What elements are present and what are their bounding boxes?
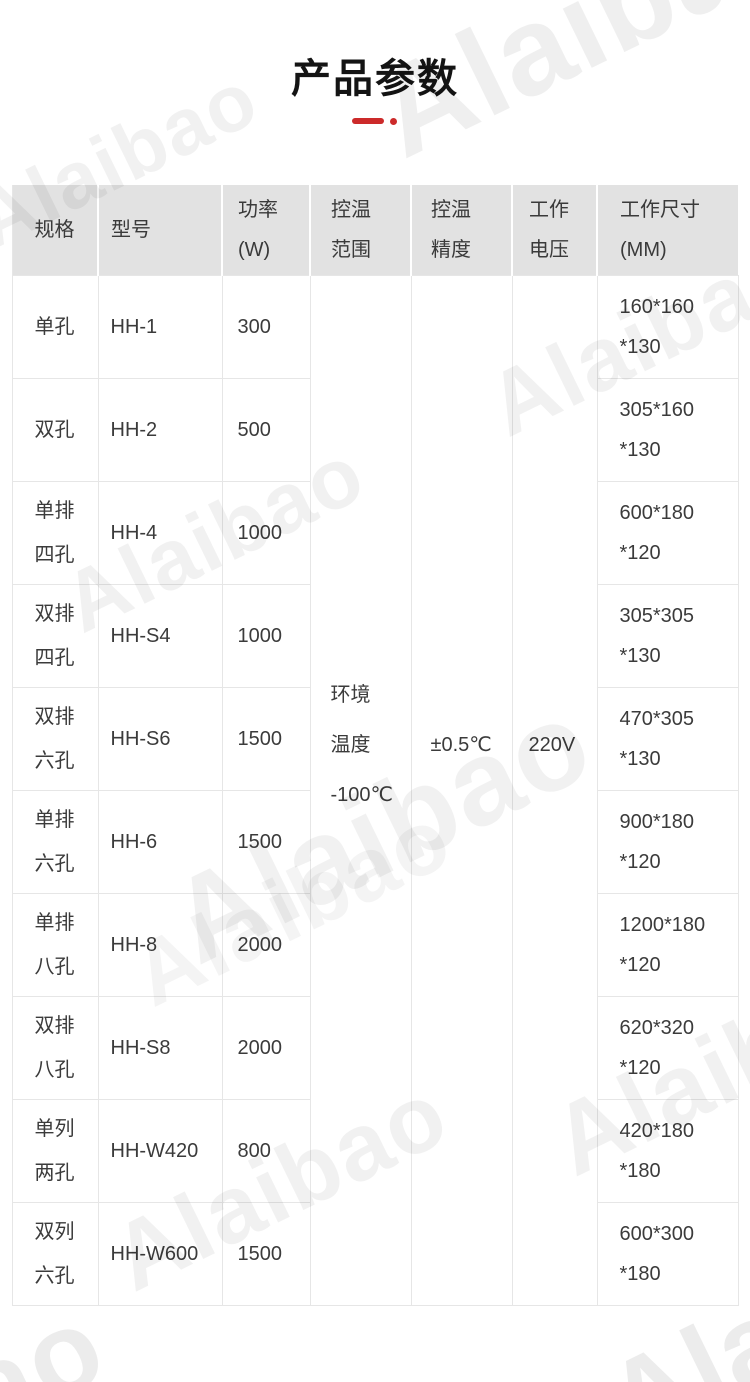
- spec-cell: 单排 六孔: [11, 790, 99, 894]
- spec-cell: 单孔: [11, 275, 99, 379]
- spec-cell: 双孔: [11, 378, 99, 482]
- spec-cell: 双排 六孔: [11, 687, 99, 791]
- col-header-temp-range: 控温 范围: [309, 185, 411, 276]
- dims-cell: 600*300 *180: [596, 1202, 739, 1306]
- power-cell: 300: [221, 275, 311, 379]
- dims-cell: 600*180 *120: [596, 481, 739, 585]
- spec-cell: 双列 六孔: [11, 1202, 99, 1306]
- table-row: 单排 四孔 HH-4 1000 600*180 *120: [11, 481, 739, 585]
- power-cell: 1500: [221, 687, 311, 791]
- col-header-dimensions: 工作尺寸 (MM): [596, 185, 738, 276]
- dims-cell: 305*305 *130: [596, 584, 739, 688]
- model-cell: HH-6: [97, 790, 223, 894]
- table-row: 双排 八孔 HH-S8 2000 620*320 *120: [11, 996, 739, 1100]
- power-cell: 1500: [221, 790, 311, 894]
- col-header-precision: 控温 精度: [410, 185, 512, 276]
- red-dot-decoration: [390, 117, 397, 125]
- power-cell: 500: [221, 378, 311, 482]
- dims-cell: 620*320 *120: [596, 996, 739, 1100]
- red-dash-decoration: [352, 118, 384, 124]
- model-cell: HH-S4: [97, 584, 223, 688]
- spec-cell: 单排 四孔: [11, 481, 99, 585]
- page-title: 产品参数: [291, 57, 459, 101]
- col-header-spec: 规格: [11, 185, 98, 276]
- spec-cell: 单列 两孔: [11, 1099, 99, 1203]
- table-row: 双排 六孔 HH-S6 1500 470*305 *130: [11, 687, 739, 791]
- precision-merged-cell: ±0.5℃: [410, 275, 513, 1306]
- precision-value: ±0.5℃: [430, 733, 492, 756]
- table-row: 单孔 HH-1 300 环境 温度 -100℃ ±0.5℃ 220V 160*1…: [11, 275, 739, 1306]
- power-cell: 800: [221, 1099, 311, 1203]
- model-cell: HH-8: [97, 893, 223, 997]
- title-underline-decoration: [352, 117, 398, 125]
- dims-cell: 160*160 *130: [596, 275, 739, 379]
- power-cell: 1000: [221, 584, 311, 688]
- temp-range-merged-cell: 环境 温度 -100℃: [309, 275, 412, 1306]
- power-cell: 2000: [221, 996, 311, 1100]
- table-row: 双列 六孔 HH-W600 1500 600*300 *180: [11, 1202, 739, 1306]
- temp-range-value: 环境 温度 -100℃: [330, 683, 394, 806]
- title-section: 产品参数: [0, 0, 750, 125]
- model-cell: HH-W420: [97, 1099, 223, 1203]
- model-cell: HH-1: [97, 275, 223, 379]
- dims-cell: 470*305 *130: [596, 687, 739, 791]
- product-parameters-table: 规格 型号 功率 (W) 控温 范围 控温 精度 工作 电压 工作尺寸 (MM)…: [11, 185, 739, 1306]
- dims-cell: 305*160 *130: [596, 378, 739, 482]
- spec-cell: 双排 四孔: [11, 584, 99, 688]
- table-header-row: 规格 型号 功率 (W) 控温 范围 控温 精度 工作 电压 工作尺寸 (MM): [11, 185, 738, 276]
- dims-cell: 420*180 *180: [596, 1099, 739, 1203]
- voltage-value: 220V: [528, 733, 576, 756]
- col-header-power: 功率 (W): [221, 185, 310, 276]
- dims-cell: 1200*180 *120: [596, 893, 739, 997]
- table-row: 双排 四孔 HH-S4 1000 305*305 *130: [11, 584, 739, 688]
- dims-cell: 900*180 *120: [596, 790, 739, 894]
- model-cell: HH-4: [97, 481, 223, 585]
- power-cell: 1500: [221, 1202, 311, 1306]
- table-row: 单排 六孔 HH-6 1500 900*180 *120: [11, 790, 739, 894]
- model-cell: HH-W600: [97, 1202, 223, 1306]
- model-cell: HH-S6: [97, 687, 223, 791]
- col-header-voltage: 工作 电压: [511, 185, 597, 276]
- model-cell: HH-2: [97, 378, 223, 482]
- table-row: 双孔 HH-2 500 305*160 *130: [11, 378, 739, 482]
- power-cell: 1000: [221, 481, 311, 585]
- col-header-model: 型号: [97, 185, 222, 276]
- table-row: 单列 两孔 HH-W420 800 420*180 *180: [11, 1099, 739, 1203]
- power-cell: 2000: [221, 893, 311, 997]
- spec-cell: 双排 八孔: [11, 996, 99, 1100]
- spec-cell: 单排 八孔: [11, 893, 99, 997]
- voltage-merged-cell: 220V: [511, 275, 598, 1306]
- model-cell: HH-S8: [97, 996, 223, 1100]
